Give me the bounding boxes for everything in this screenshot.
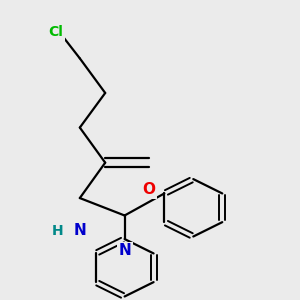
Text: O: O xyxy=(142,182,155,197)
Text: Cl: Cl xyxy=(49,25,63,39)
Text: N: N xyxy=(118,243,131,258)
Text: N: N xyxy=(74,223,86,238)
Text: H: H xyxy=(52,224,63,238)
